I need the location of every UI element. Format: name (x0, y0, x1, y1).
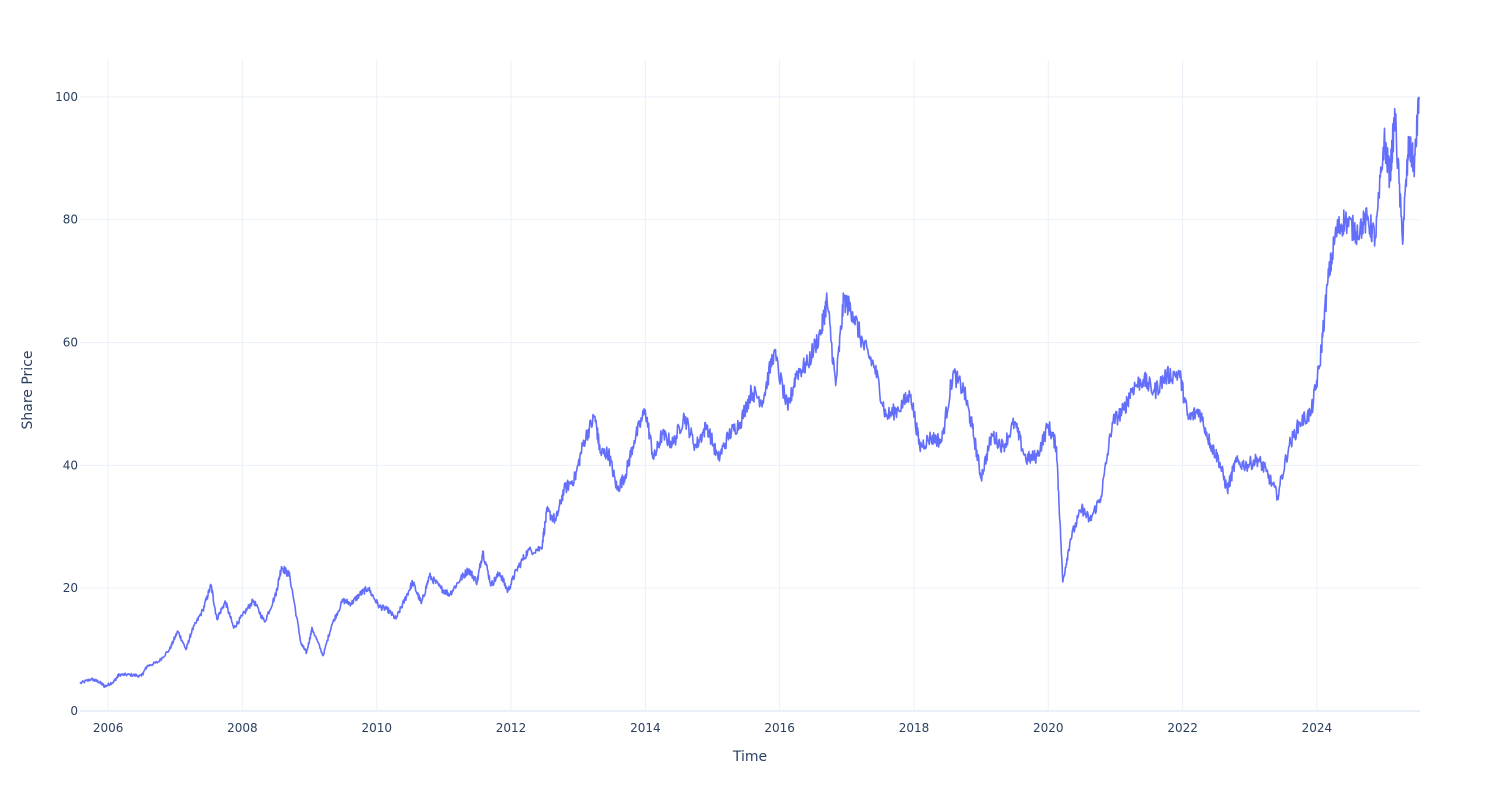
y-axis-title: Share Price (20, 350, 36, 429)
y-tick-label: 0 (70, 704, 78, 718)
y-tick-label: 40 (63, 458, 78, 472)
x-axis-title: Time (732, 749, 767, 765)
x-axis-ticks: 2006 2008 2010 2012 2014 2016 2018 2020 2022 2024 (93, 721, 1332, 735)
x-tick-label: 2022 (1167, 721, 1198, 735)
x-tick-label: 2006 (93, 721, 124, 735)
x-tick-label: 2014 (630, 721, 661, 735)
x-tick-label: 2010 (361, 721, 392, 735)
y-tick-label: 20 (63, 581, 78, 595)
x-tick-label: 2016 (764, 721, 795, 735)
y-tick-label: 100 (55, 90, 78, 104)
grid-lines (80, 60, 1420, 712)
x-tick-label: 2020 (1033, 721, 1064, 735)
y-axis-ticks: 0 20 40 60 80 100 (55, 90, 78, 718)
series-line (79, 96, 1420, 688)
x-tick-label: 2012 (496, 721, 527, 735)
x-tick-label: 2018 (899, 721, 930, 735)
series-layer (79, 96, 1420, 688)
y-tick-label: 80 (63, 213, 78, 227)
y-tick-label: 60 (63, 336, 78, 350)
x-tick-label: 2024 (1302, 721, 1333, 735)
x-tick-label: 2008 (227, 721, 258, 735)
